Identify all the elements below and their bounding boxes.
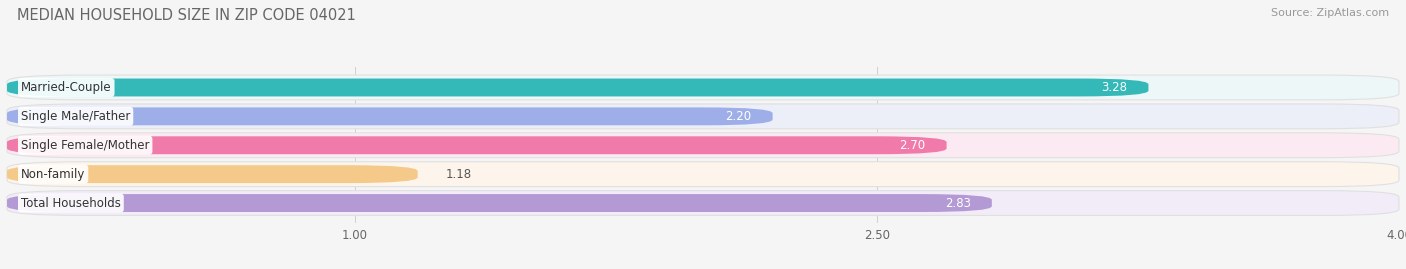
FancyBboxPatch shape — [7, 165, 418, 183]
FancyBboxPatch shape — [7, 194, 991, 212]
Text: 2.70: 2.70 — [900, 139, 925, 152]
FancyBboxPatch shape — [7, 191, 1399, 215]
FancyBboxPatch shape — [7, 75, 1399, 100]
Text: Married-Couple: Married-Couple — [21, 81, 111, 94]
FancyBboxPatch shape — [7, 133, 1399, 158]
Text: Total Households: Total Households — [21, 197, 121, 210]
Text: Single Male/Father: Single Male/Father — [21, 110, 131, 123]
Text: 2.83: 2.83 — [945, 197, 972, 210]
FancyBboxPatch shape — [7, 104, 1399, 129]
Text: MEDIAN HOUSEHOLD SIZE IN ZIP CODE 04021: MEDIAN HOUSEHOLD SIZE IN ZIP CODE 04021 — [17, 8, 356, 23]
FancyBboxPatch shape — [7, 162, 1399, 187]
FancyBboxPatch shape — [7, 107, 773, 125]
Text: 1.18: 1.18 — [446, 168, 471, 181]
FancyBboxPatch shape — [7, 136, 946, 154]
FancyBboxPatch shape — [7, 79, 1149, 96]
Text: Single Female/Mother: Single Female/Mother — [21, 139, 149, 152]
Text: 2.20: 2.20 — [725, 110, 752, 123]
Text: 3.28: 3.28 — [1101, 81, 1128, 94]
Text: Source: ZipAtlas.com: Source: ZipAtlas.com — [1271, 8, 1389, 18]
Text: Non-family: Non-family — [21, 168, 86, 181]
